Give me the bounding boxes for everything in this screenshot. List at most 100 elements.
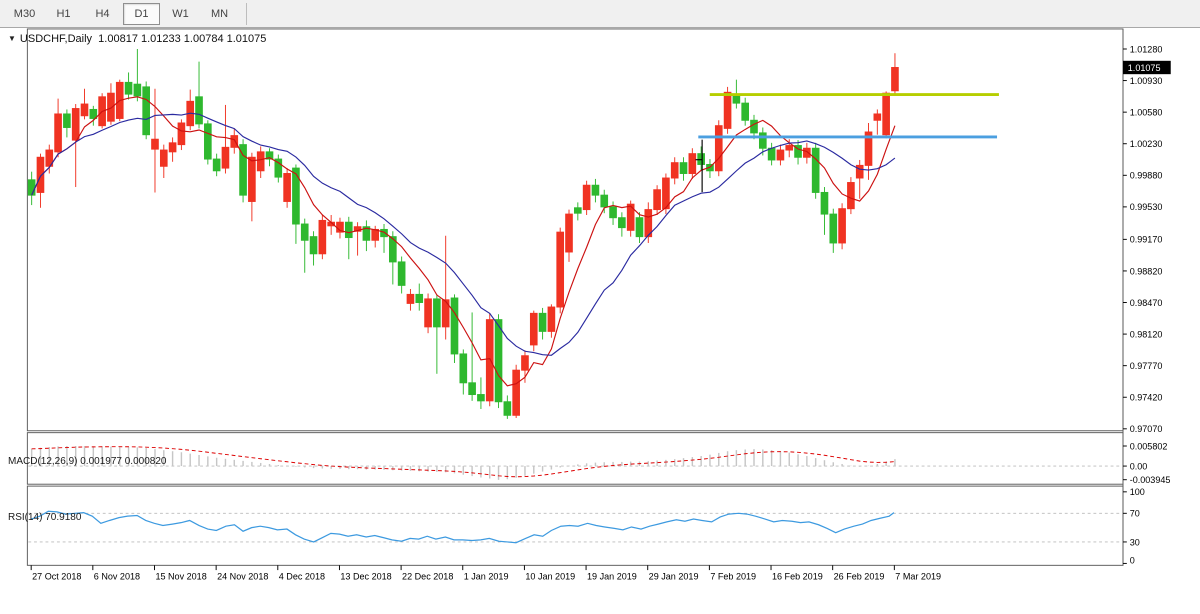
candle-body [292, 167, 300, 225]
candle-body [230, 135, 239, 148]
candle [71, 104, 80, 188]
candle [353, 222, 362, 256]
timeframe-button-mn[interactable]: MN [210, 7, 229, 20]
candle-body [256, 151, 265, 172]
candle [230, 128, 239, 154]
macd-axis[interactable]: 0.005802 0.00 -0.003945 [1123, 441, 1170, 485]
candle [882, 91, 890, 139]
chart-canvas[interactable]: 1.01280 1.00930 1.00580 1.00230 0.99880 0.995… [0, 28, 1200, 614]
date-axis[interactable]: 27 Oct 2018 6 Nov 2018 15 Nov 2018 24 Nov 2… [30, 565, 941, 582]
candle-body [300, 223, 309, 241]
candle-body [891, 67, 899, 92]
rsi-axis[interactable]: 100 70 30 0 [1123, 487, 1145, 565]
candle-body [794, 145, 802, 158]
candle [239, 139, 247, 203]
candle [380, 224, 388, 253]
candle [891, 53, 899, 94]
candle [212, 153, 221, 177]
candle-body [644, 209, 653, 238]
candle-body [133, 83, 142, 97]
candle-body [433, 298, 441, 328]
candle-body [151, 138, 159, 150]
candle-body [750, 119, 758, 134]
timeframe-button-m30[interactable]: M30 [13, 7, 36, 20]
candle [635, 212, 644, 243]
timeframe-button-d1[interactable]: D1 [123, 2, 160, 25]
candle [415, 283, 424, 311]
candle [503, 395, 512, 419]
date-axis-label: 4 Dec 2018 [279, 572, 325, 582]
candle-body [221, 146, 230, 169]
candle [54, 98, 62, 158]
candle [89, 105, 98, 126]
black-bar-marker [695, 139, 703, 193]
candle-body [503, 401, 512, 416]
chart-background [27, 28, 1173, 588]
date-axis-label: 26 Feb 2019 [834, 572, 885, 582]
candle-body [556, 231, 565, 308]
chart-window[interactable]: 1.01280 1.00930 1.00580 1.00230 0.99880 0.995… [0, 28, 1200, 614]
rsi-axis-label: 30 [1130, 537, 1140, 547]
candle [574, 202, 582, 221]
price-axis-label: 0.99530 [1130, 202, 1163, 212]
candle [591, 178, 600, 203]
candle-body [54, 113, 62, 153]
macd-signal-line [31, 446, 895, 478]
candle-body [873, 113, 882, 121]
candle [80, 88, 89, 120]
timeframe-button-h1[interactable]: H1 [56, 7, 71, 20]
price-axis-label: 1.00930 [1130, 76, 1163, 86]
timeframe-button-h4[interactable]: H4 [95, 7, 110, 20]
price-axis-label: 0.99880 [1130, 171, 1163, 181]
candle [256, 146, 265, 179]
candle-body [27, 179, 36, 196]
candle [873, 109, 882, 135]
date-axis-label: 7 Feb 2019 [710, 572, 756, 582]
candle-body [362, 226, 371, 241]
candle [855, 159, 864, 199]
candle [829, 208, 838, 253]
candle [776, 144, 785, 166]
candle-body [204, 123, 212, 160]
candle-body [494, 319, 503, 403]
candle-body [679, 162, 688, 174]
candle-body [318, 219, 327, 255]
candle [63, 109, 71, 138]
candle [670, 157, 679, 185]
candle [441, 235, 450, 340]
candle [741, 97, 750, 126]
candle-body [855, 164, 864, 179]
price-axis-label: 0.97770 [1130, 361, 1163, 371]
price-axis-label: 0.97070 [1130, 424, 1163, 434]
candle [406, 288, 415, 311]
candle [820, 187, 829, 235]
candle-body [882, 92, 890, 136]
candle [450, 294, 459, 363]
candle [424, 293, 432, 334]
candle-body [89, 108, 98, 119]
candle-body [803, 147, 811, 158]
candle-body [529, 312, 538, 346]
candle [679, 157, 688, 181]
candle [133, 48, 142, 102]
candle-body [71, 108, 80, 141]
candle [195, 61, 203, 129]
date-axis-label: 27 Oct 2018 [32, 572, 81, 582]
candle-body [406, 293, 415, 304]
candle-body [45, 149, 54, 167]
price-axis[interactable]: 1.01280 1.00930 1.00580 1.00230 0.99880 0.995… [1123, 44, 1162, 434]
candle [300, 218, 309, 273]
candle [811, 142, 820, 199]
candle [547, 304, 556, 338]
date-axis-label: 22 Dec 2018 [402, 572, 453, 582]
toolbar-separator [246, 2, 247, 25]
candle [556, 227, 565, 314]
timeframe-button-w1[interactable]: W1 [172, 7, 189, 20]
price-axis-label: 1.00230 [1130, 139, 1163, 149]
candle [309, 231, 318, 266]
candle-body [688, 153, 697, 174]
candle-body [450, 297, 459, 355]
candle [274, 154, 283, 183]
candle-body [538, 312, 547, 332]
